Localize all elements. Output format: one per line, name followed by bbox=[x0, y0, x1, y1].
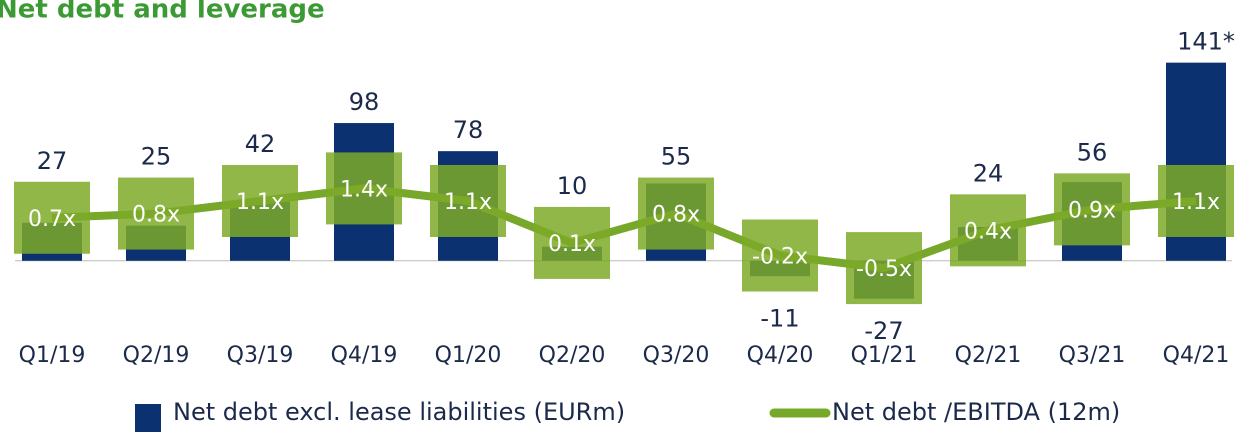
line-value-label: 1.1x bbox=[236, 190, 284, 215]
bar-value-label: 24 bbox=[973, 159, 1004, 187]
line-value-label: 0.8x bbox=[132, 203, 180, 228]
line-value-label: 1.1x bbox=[444, 190, 492, 215]
bar-value-label: 98 bbox=[349, 88, 380, 116]
x-tick-label: Q1/21 bbox=[851, 343, 918, 368]
bar-value-label: 10 bbox=[557, 172, 588, 200]
bar-value-label: 56 bbox=[1077, 138, 1108, 166]
x-tick-label: Q2/21 bbox=[955, 343, 1022, 368]
line-marker bbox=[950, 194, 1026, 267]
x-tick-label: Q3/19 bbox=[227, 343, 294, 368]
legend-swatch bbox=[135, 404, 161, 432]
x-tick-label: Q2/19 bbox=[123, 343, 190, 368]
line-marker bbox=[222, 164, 298, 237]
bar-value-label: 27 bbox=[37, 147, 68, 175]
line-marker bbox=[118, 177, 194, 250]
line-value-label: 0.1x bbox=[548, 232, 596, 257]
bar-value-label: 42 bbox=[245, 130, 276, 158]
line-marker bbox=[430, 164, 506, 237]
line-marker bbox=[326, 152, 402, 225]
x-tick-label: Q4/21 bbox=[1163, 343, 1230, 368]
line-value-label: 0.7x bbox=[28, 207, 76, 232]
x-tick-label: Q3/20 bbox=[643, 343, 710, 368]
line-marker bbox=[1158, 164, 1234, 237]
bar-value-label: 141* bbox=[1177, 28, 1235, 56]
line-value-label: 0.8x bbox=[652, 203, 700, 228]
x-tick-label: Q1/20 bbox=[435, 343, 502, 368]
x-tick-label: Q1/19 bbox=[19, 343, 86, 368]
x-tick-label: Q3/21 bbox=[1059, 343, 1126, 368]
line-value-label: -0.5x bbox=[856, 257, 912, 282]
x-tick-label: Q2/20 bbox=[539, 343, 606, 368]
bar-value-label: -11 bbox=[760, 305, 799, 333]
line-marker bbox=[1054, 173, 1130, 246]
line-marker bbox=[638, 177, 714, 250]
bar-value-label: -27 bbox=[864, 317, 903, 345]
bar-value-label: 55 bbox=[661, 143, 692, 171]
bar-value-label: 78 bbox=[453, 116, 484, 144]
line-value-label: 0.4x bbox=[964, 219, 1012, 244]
legend-label: Net debt /EBITDA (12m) bbox=[832, 398, 1120, 426]
line-marker bbox=[742, 219, 818, 292]
line-marker bbox=[14, 181, 90, 254]
x-tick-label: Q4/19 bbox=[331, 343, 398, 368]
line-value-label: 1.1x bbox=[1172, 190, 1220, 215]
bar-value-label: 25 bbox=[141, 143, 172, 171]
x-tick-label: Q4/20 bbox=[747, 343, 814, 368]
line-marker bbox=[846, 232, 922, 305]
legend-label: Net debt excl. lease liabilities (EURm) bbox=[173, 398, 625, 426]
line-value-label: 0.9x bbox=[1068, 198, 1116, 223]
line-value-label: -0.2x bbox=[752, 245, 808, 270]
line-value-label: 1.4x bbox=[340, 177, 388, 202]
line-marker bbox=[534, 206, 610, 279]
chart-title: Net debt and leverage bbox=[0, 0, 325, 25]
